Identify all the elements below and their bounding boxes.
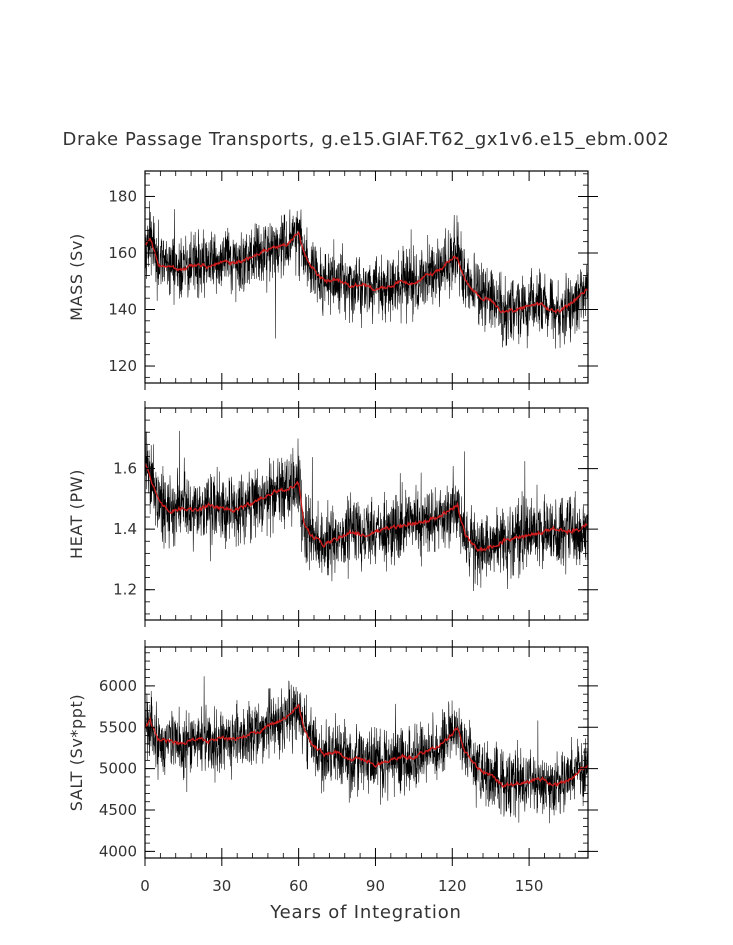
mass-series-raw: [145, 201, 588, 349]
x-tick-label: 120: [438, 877, 467, 895]
mass-series-smoothed: [145, 230, 588, 314]
salt-series-smoothed: [145, 704, 588, 788]
mass-plot-frame: [144, 170, 589, 384]
chart-title: Drake Passage Transports, g.e15.GIAF.T62…: [63, 129, 670, 150]
mass-y-tick-label: 180: [108, 187, 137, 205]
x-tick-label: 150: [515, 877, 544, 895]
x-tick-label: 60: [289, 877, 308, 895]
salt-y-tick-label: 4500: [99, 801, 137, 819]
salt-y-axis-label: SALT (Sv*ppt): [67, 694, 86, 811]
panel-salt: 4000 4500 5000 5500 6000 SALT (Sv*ppt): [67, 640, 598, 860]
salt-plot-frame: [144, 646, 589, 859]
x-tick-label: 90: [366, 877, 385, 895]
x-tick-label: 0: [140, 877, 150, 895]
panels: 120 140 160 180 MASS (Sv) 1.2 1.4 1.6 HEAT (PW) 4…: [67, 170, 598, 860]
heat-y-tick-label: 1.2: [113, 581, 137, 599]
heat-plot-frame: [144, 407, 589, 621]
heat-series-raw: [145, 430, 588, 591]
mass-y-tick-label: 160: [108, 244, 137, 262]
mass-y-tick-label: 140: [108, 301, 137, 319]
x-axis-label: Years of Integration: [269, 902, 461, 923]
salt-y-tick-label: 5000: [99, 760, 137, 778]
heat-series-smoothed: [145, 462, 588, 553]
salt-y-tick-label: 4000: [99, 842, 137, 860]
panel-heat: 1.2 1.4 1.6 HEAT (PW): [67, 401, 598, 627]
mass-y-axis-label: MASS (Sv): [67, 233, 86, 321]
heat-y-tick-label: 1.6: [113, 460, 137, 478]
salt-series-raw: [145, 676, 588, 824]
heat-y-tick-label: 1.4: [113, 520, 137, 538]
x-axis: 0 30 60 90 120 150: [140, 858, 543, 895]
heat-y-axis-label: HEAT (PW): [67, 469, 86, 559]
x-tick-label: 30: [212, 877, 231, 895]
panel-mass: 120 140 160 180 MASS (Sv): [67, 170, 598, 390]
mass-y-tick-label: 120: [108, 357, 137, 375]
salt-y-tick-label: 5500: [99, 718, 137, 736]
salt-y-tick-label: 6000: [99, 677, 137, 695]
